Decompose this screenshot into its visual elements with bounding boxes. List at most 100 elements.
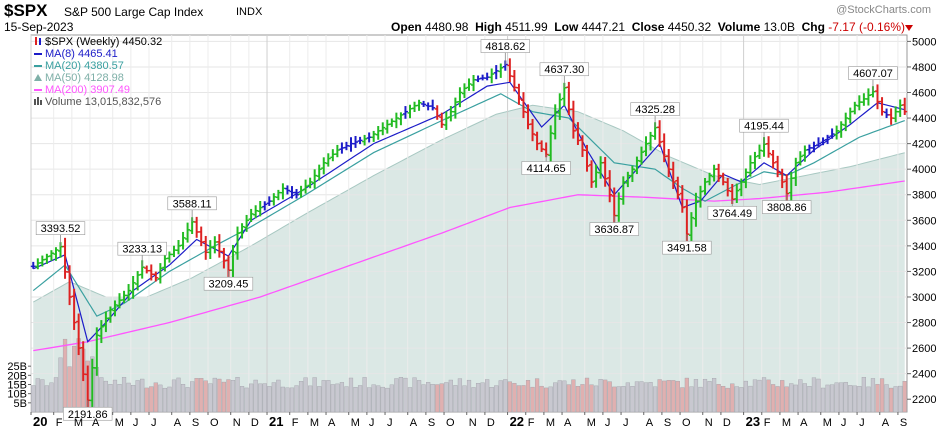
volume-bar bbox=[698, 386, 703, 413]
price-bar bbox=[707, 172, 713, 186]
price-bar bbox=[244, 214, 250, 232]
volume-bar bbox=[584, 377, 590, 413]
y-tick-label: 2600 bbox=[912, 343, 936, 355]
volume-bar bbox=[475, 383, 481, 413]
volume-bar bbox=[571, 379, 576, 413]
volume-bar bbox=[652, 386, 658, 413]
price-bar bbox=[498, 63, 504, 78]
price-annotation: 3764.49 bbox=[707, 199, 757, 220]
volume-bar bbox=[289, 387, 295, 413]
volume-bar bbox=[285, 387, 290, 413]
volume-bar bbox=[158, 384, 163, 413]
volume-bar bbox=[544, 387, 549, 413]
volume-bar bbox=[770, 384, 776, 413]
volume-bar bbox=[217, 378, 222, 413]
x-tick-label: M bbox=[823, 417, 832, 429]
volume-bar bbox=[462, 385, 467, 413]
volume-tick-label: 10B bbox=[7, 389, 27, 401]
volume-bar bbox=[761, 377, 767, 413]
volume-bar bbox=[625, 382, 630, 413]
volume-bar bbox=[339, 382, 345, 413]
price-bar bbox=[552, 104, 558, 140]
volume-bar bbox=[861, 377, 866, 413]
price-bar bbox=[770, 150, 776, 169]
volume-bar bbox=[235, 377, 240, 413]
volume-bar bbox=[498, 380, 503, 413]
price-bar bbox=[48, 250, 54, 261]
price-bar bbox=[443, 111, 449, 130]
volume-bar bbox=[31, 385, 36, 413]
volume-bar bbox=[671, 380, 676, 413]
y-tick-label: 3400 bbox=[912, 241, 936, 253]
price-bar bbox=[620, 176, 626, 205]
legend-label: $SPX (Weekly) 4450.32 bbox=[45, 36, 162, 48]
volume-bar bbox=[512, 383, 517, 413]
volume-bar bbox=[262, 383, 267, 413]
annotation-label: 3209.45 bbox=[209, 279, 249, 291]
price-bar bbox=[530, 118, 536, 142]
candle-icon bbox=[35, 37, 41, 45]
volume-bar bbox=[848, 385, 853, 413]
volume-bar bbox=[317, 386, 322, 413]
price-annotation: 4607.07 bbox=[848, 66, 898, 92]
x-tick-label: M bbox=[351, 417, 360, 429]
price-annotation: 3209.45 bbox=[203, 270, 254, 291]
price-bar bbox=[457, 87, 463, 108]
y-tick-label: 2800 bbox=[912, 318, 936, 330]
volume-bar bbox=[621, 386, 626, 413]
annotation-label: 3491.58 bbox=[667, 243, 707, 255]
x-tick-label: J bbox=[387, 417, 393, 429]
annotation-label: 4195.44 bbox=[744, 121, 784, 133]
price-bar bbox=[53, 247, 59, 261]
volume-bar bbox=[117, 384, 122, 413]
low-value: 4447.21 bbox=[581, 20, 626, 34]
volume-bar bbox=[730, 383, 735, 413]
price-bar bbox=[303, 179, 309, 194]
index-type: INDX bbox=[236, 6, 263, 18]
volume-bar bbox=[707, 381, 712, 413]
x-tick-label: J bbox=[841, 417, 847, 429]
volume-bar bbox=[820, 387, 826, 413]
price-bar bbox=[434, 105, 440, 120]
volume-bar bbox=[689, 386, 694, 413]
legend-item: MA(200) 3907.49 bbox=[34, 84, 130, 96]
price-bar bbox=[398, 112, 404, 126]
volume-bar bbox=[344, 386, 349, 413]
price-annotation: 3808.86 bbox=[762, 193, 812, 214]
volume-bar bbox=[616, 386, 621, 413]
volume-bar bbox=[40, 379, 45, 413]
price-bar bbox=[298, 185, 304, 198]
volume-bar bbox=[171, 379, 177, 413]
high-value: 4511.99 bbox=[505, 20, 548, 34]
annotation-label: 2191.86 bbox=[68, 409, 108, 421]
volume-bar bbox=[639, 381, 644, 413]
x-tick-label: A bbox=[646, 417, 654, 429]
volume-bar bbox=[49, 382, 54, 413]
annotation-label: 3808.86 bbox=[767, 202, 807, 214]
legend-item: Volume 13,015,832,576 bbox=[34, 96, 161, 108]
annotation-label: 3636.87 bbox=[594, 224, 634, 236]
volume-bar bbox=[176, 377, 181, 413]
legend-label: MA(8) 4465.41 bbox=[45, 48, 118, 60]
volume-bar bbox=[739, 387, 744, 413]
volume-bar bbox=[757, 379, 762, 413]
volume-bar bbox=[702, 378, 708, 413]
volume-bar bbox=[444, 382, 449, 413]
volume-bar bbox=[121, 377, 127, 413]
volume-bar bbox=[131, 385, 136, 413]
x-tick-label: F bbox=[56, 417, 63, 429]
open-label: Open bbox=[391, 20, 422, 34]
x-tick-label: J bbox=[623, 417, 629, 429]
volume-bar bbox=[180, 384, 186, 413]
volume-bar bbox=[212, 377, 217, 413]
volume-bar bbox=[367, 387, 372, 413]
volume-bar bbox=[798, 379, 803, 413]
volume-bar bbox=[72, 345, 77, 413]
x-tick-label: S bbox=[192, 417, 199, 429]
volume-bar bbox=[403, 377, 408, 413]
price-annotation: 2191.86 bbox=[63, 400, 113, 421]
volume-bar bbox=[126, 382, 131, 413]
volume-bar bbox=[852, 385, 857, 413]
volume-bar bbox=[507, 381, 512, 413]
